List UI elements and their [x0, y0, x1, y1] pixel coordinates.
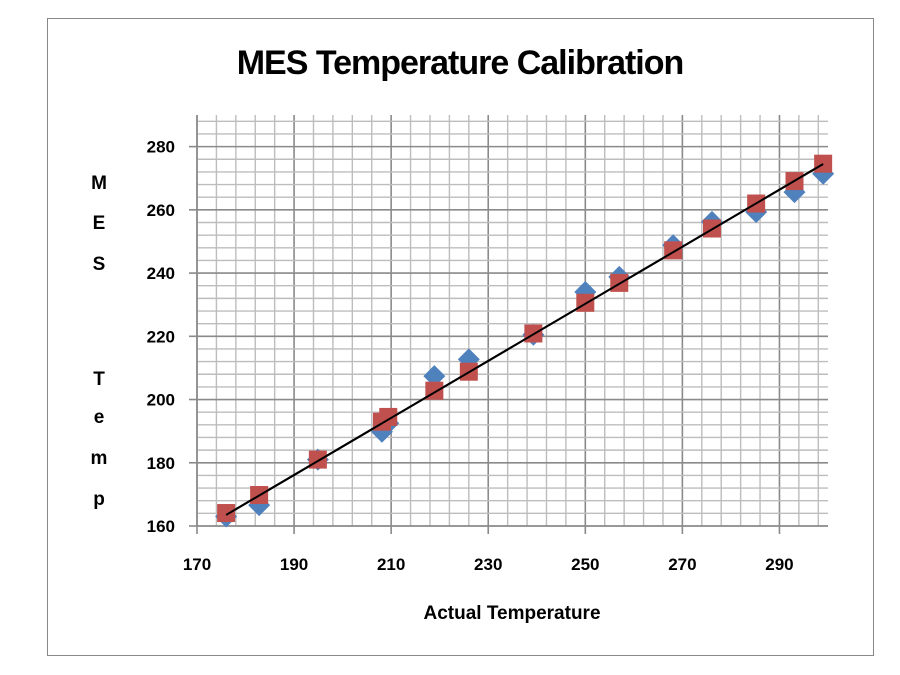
- y-tick-label: 240: [147, 264, 175, 283]
- trendline-overlay: [225, 163, 824, 516]
- data-point-diamond: [423, 365, 446, 388]
- data-point-square: [308, 450, 327, 469]
- y-axis-title-letter: S: [93, 254, 106, 275]
- y-tick-label: 200: [147, 391, 175, 410]
- y-tick-label: 180: [147, 454, 175, 473]
- y-axis-title-letter: p: [93, 489, 105, 510]
- chart-title: MES Temperature Calibration: [237, 44, 684, 82]
- y-tick-label: 220: [147, 327, 175, 346]
- chart-frame: [47, 18, 874, 656]
- x-axis-title: Actual Temperature: [423, 603, 600, 624]
- data-point-square: [217, 504, 236, 523]
- x-tick-label: 270: [668, 555, 696, 574]
- y-axis-title-letter: m: [91, 448, 108, 469]
- x-tick-label: 190: [280, 555, 308, 574]
- x-tick-label: 250: [571, 555, 599, 574]
- x-tick-label: 170: [183, 555, 211, 574]
- gridlines: [196, 115, 828, 527]
- y-axis-title-letter: T: [93, 369, 105, 390]
- x-tick-label: 230: [474, 555, 502, 574]
- y-axis-title: MES Temp: [91, 173, 108, 510]
- x-tick-label: 210: [377, 555, 405, 574]
- y-tick-label: 280: [147, 138, 175, 157]
- y-tick-label: 160: [147, 517, 175, 536]
- y-tick-label: 260: [147, 201, 175, 220]
- y-axis-title-letter: E: [93, 213, 106, 234]
- y-axis-title-letter: M: [91, 173, 107, 194]
- data-points: [215, 154, 835, 528]
- data-point-square: [814, 154, 833, 173]
- axis-ticks: 170 190 210 230 250 270 290 160 180 200 220 240 260 2…: [147, 138, 794, 574]
- y-axis-title-letter: e: [94, 407, 105, 428]
- x-tick-label: 290: [765, 555, 793, 574]
